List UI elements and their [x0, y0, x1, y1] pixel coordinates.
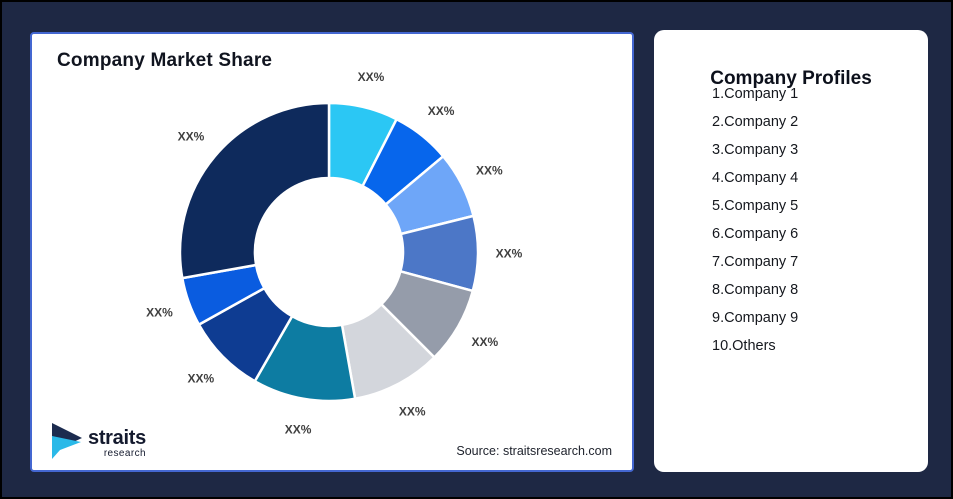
market-share-panel: Company Market Share XX% XX% XX% XX% XX% XX% X… [30, 32, 634, 472]
donut-slice [178, 101, 331, 280]
company-list-item: 5.Company 5 [712, 198, 799, 214]
logo-name: straits [88, 426, 146, 449]
company-list-item: 7.Company 7 [712, 254, 799, 270]
slice-label: XX% [285, 422, 312, 436]
slice-label: XX% [476, 163, 503, 177]
slice-label: XX% [178, 129, 205, 143]
slice-label: XX% [428, 104, 455, 118]
company-list-item: 9.Company 9 [712, 310, 799, 326]
company-list: 1.Company 1 2.Company 2 3.Company 3 4.Compa… [712, 80, 798, 360]
slice-label: XX% [399, 405, 426, 419]
straits-logo-icon [52, 423, 82, 459]
market-share-title: Company Market Share [57, 50, 273, 71]
company-list-item: 1.Company 1 [712, 86, 799, 102]
slice-label: XX% [496, 247, 523, 261]
slice-label: XX% [146, 305, 173, 319]
slice-label: XX% [188, 372, 215, 386]
logo-subtitle: research [103, 447, 146, 459]
company-list-item: 8.Company 8 [712, 282, 799, 298]
source-text: Source: straitsresearch.com [456, 444, 612, 458]
company-profiles-title: Company Profiles [710, 68, 872, 89]
slice-label: XX% [471, 335, 498, 349]
donut-chart: XX% XX% XX% XX% XX% XX% XX% XX% XX% XX% [146, 70, 523, 436]
company-profiles-panel: Company Profiles 1.Company 1 2.Company 2 3… [654, 30, 928, 472]
company-list-item: 2.Company 2 [712, 114, 799, 130]
straits-logo-text: straits research [88, 428, 146, 459]
slice-label: XX% [358, 70, 385, 84]
company-list-item: 6.Company 6 [712, 226, 799, 242]
company-list-item: 4.Company 4 [712, 170, 799, 186]
company-list-item: 3.Company 3 [712, 142, 799, 158]
company-list-item: 10.Others [712, 338, 776, 354]
straits-logo: straits research [50, 422, 146, 464]
